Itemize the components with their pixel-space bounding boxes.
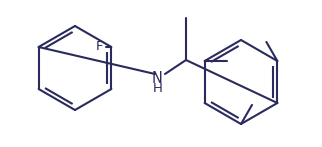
Text: N: N	[152, 71, 162, 86]
Text: F: F	[96, 41, 103, 54]
Text: H: H	[153, 81, 163, 95]
